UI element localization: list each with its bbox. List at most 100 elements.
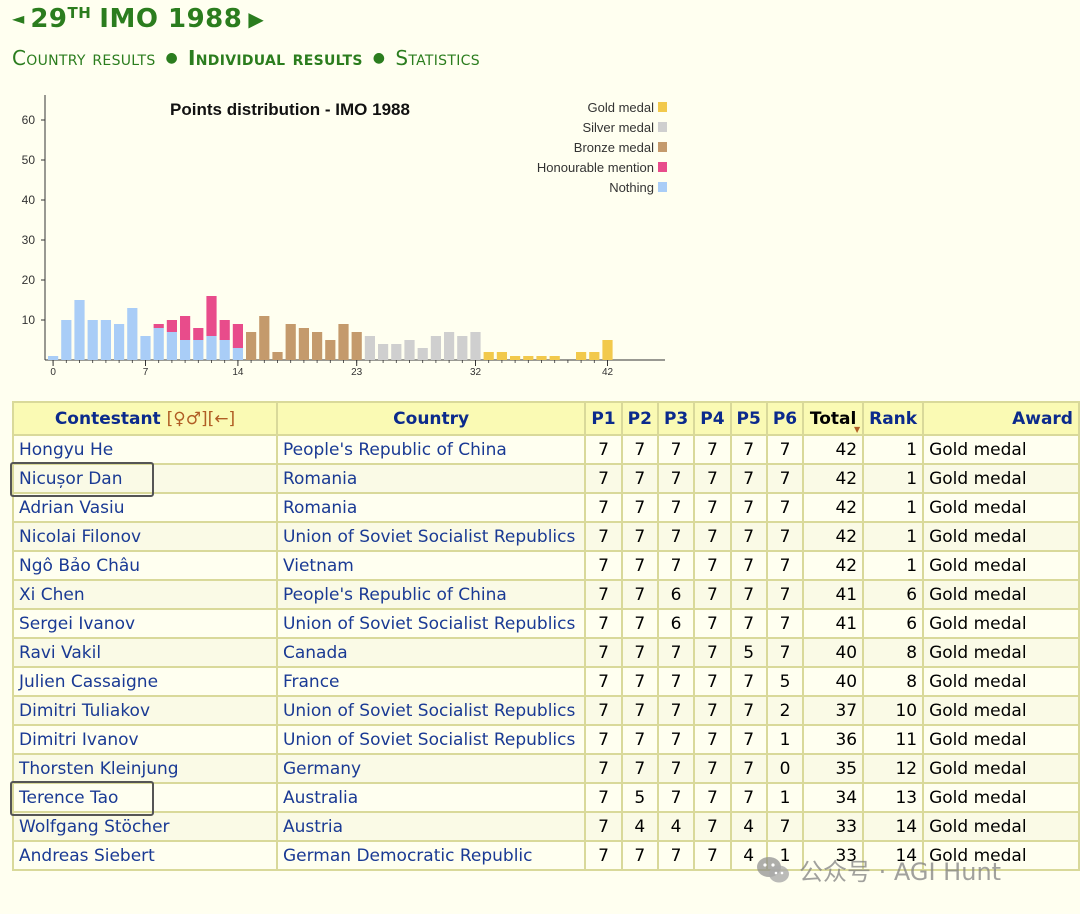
x-tick-label: 42 bbox=[602, 367, 614, 378]
female-filter-icon[interactable]: ♀ bbox=[173, 408, 186, 429]
total-score: 42 bbox=[802, 434, 865, 465]
p4-column-header[interactable]: P4 bbox=[693, 401, 732, 436]
problem-4-score: 7 bbox=[693, 608, 732, 639]
contestant-name-link[interactable]: Xi Chen bbox=[12, 579, 278, 610]
problem-1-score: 7 bbox=[584, 463, 623, 494]
total-column-header[interactable]: Total ▼ bbox=[802, 401, 865, 436]
individual-results-table: Contestant [♀♂][←] Country P1 P2 P3 P4 P… bbox=[12, 401, 1080, 871]
problem-5-score: 7 bbox=[729, 579, 768, 610]
problem-1-score: 7 bbox=[584, 637, 623, 668]
contestant-name-link[interactable]: Dimitri Ivanov bbox=[12, 724, 278, 755]
total-score: 42 bbox=[802, 521, 865, 552]
contestant-name-link[interactable]: Julien Cassaigne bbox=[12, 666, 278, 697]
bar-gold-medal bbox=[536, 356, 547, 360]
rank-value: 6 bbox=[862, 579, 925, 610]
problem-1-score: 7 bbox=[584, 521, 623, 552]
contestant-name-link[interactable]: Nicolai Filonov bbox=[12, 521, 278, 552]
y-tick-label: 30 bbox=[22, 233, 36, 247]
problem-3-score: 7 bbox=[656, 782, 696, 813]
next-imo-arrow-icon[interactable]: ▶ bbox=[248, 7, 264, 31]
table-row: Nicolai Filonov Union of Soviet Socialist… bbox=[12, 521, 1080, 552]
problem-6-score: 7 bbox=[765, 579, 805, 610]
bar-nothing bbox=[206, 336, 217, 360]
country-link[interactable]: People's Republic of China bbox=[275, 434, 587, 465]
award-value: Gold medal bbox=[922, 550, 1080, 581]
award-value: Gold medal bbox=[922, 608, 1080, 639]
total-score: 40 bbox=[802, 637, 865, 668]
country-link[interactable]: Vietnam bbox=[275, 550, 587, 581]
name-order-arrow-icon[interactable]: ← bbox=[214, 408, 229, 429]
bar-bronze-medal bbox=[325, 340, 336, 360]
contestant-name-link[interactable]: Dimitri Tuliakov bbox=[12, 695, 278, 726]
country-link[interactable]: Australia bbox=[275, 782, 587, 813]
statistics-link[interactable]: Statistics bbox=[395, 46, 480, 70]
award-value: Gold medal bbox=[922, 695, 1080, 726]
p5-column-header[interactable]: P5 bbox=[729, 401, 768, 436]
contestant-name-link[interactable]: Terence Tao bbox=[12, 782, 278, 813]
table-row: Ravi Vakil Canada 7 7 7 7 5 7 40 8 Gold medal bbox=[12, 637, 1080, 668]
award-column-header[interactable]: Award bbox=[922, 401, 1080, 436]
country-link[interactable]: Union of Soviet Socialist Republics bbox=[275, 521, 587, 552]
country-link[interactable]: Germany bbox=[275, 753, 587, 784]
problem-6-score: 7 bbox=[765, 434, 805, 465]
problem-6-score: 1 bbox=[765, 724, 805, 755]
problem-6-score: 7 bbox=[765, 492, 805, 523]
problem-4-score: 7 bbox=[693, 579, 732, 610]
country-column-header[interactable]: Country bbox=[275, 401, 587, 436]
country-results-link[interactable]: Country results bbox=[12, 46, 156, 70]
y-tick-label: 10 bbox=[22, 313, 36, 327]
previous-imo-arrow-icon[interactable]: ◄ bbox=[12, 9, 25, 28]
contestant-column-header[interactable]: Contestant [♀♂][←] bbox=[12, 401, 278, 436]
country-link[interactable]: Union of Soviet Socialist Republics bbox=[275, 695, 587, 726]
contestant-name-link[interactable]: Ravi Vakil bbox=[12, 637, 278, 668]
p6-column-header[interactable]: P6 bbox=[765, 401, 805, 436]
bar-honourable-mention bbox=[193, 328, 204, 340]
problem-5-score: 7 bbox=[729, 724, 768, 755]
problem-6-score: 5 bbox=[765, 666, 805, 697]
country-link[interactable]: Romania bbox=[275, 492, 587, 523]
rank-value: 12 bbox=[862, 753, 925, 784]
x-tick-label: 14 bbox=[232, 367, 244, 378]
contestant-header-label[interactable]: Contestant bbox=[54, 408, 161, 429]
p3-column-header[interactable]: P3 bbox=[656, 401, 696, 436]
problem-2-score: 7 bbox=[620, 608, 659, 639]
contestant-name-link[interactable]: Sergei Ivanov bbox=[12, 608, 278, 639]
individual-results-link[interactable]: Individual results bbox=[188, 46, 363, 70]
problem-5-score: 7 bbox=[729, 550, 768, 581]
contestant-name-link[interactable]: Wolfgang Stöcher bbox=[12, 811, 278, 842]
country-link[interactable]: France bbox=[275, 666, 587, 697]
country-link[interactable]: German Democratic Republic bbox=[275, 840, 587, 871]
bar-nothing bbox=[193, 340, 204, 360]
contestant-name-link[interactable]: Thorsten Kleinjung bbox=[12, 753, 278, 784]
table-row: Dimitri Tuliakov Union of Soviet Socialis… bbox=[12, 695, 1080, 726]
country-link[interactable]: Union of Soviet Socialist Republics bbox=[275, 724, 587, 755]
y-tick-label: 60 bbox=[22, 113, 36, 127]
problem-4-score: 7 bbox=[693, 550, 732, 581]
country-link[interactable]: People's Republic of China bbox=[275, 579, 587, 610]
problem-5-score: 7 bbox=[729, 666, 768, 697]
problem-1-score: 7 bbox=[584, 724, 623, 755]
award-value: Gold medal bbox=[922, 666, 1080, 697]
country-link[interactable]: Austria bbox=[275, 811, 587, 842]
award-value: Gold medal bbox=[922, 434, 1080, 465]
contestant-name-link[interactable]: Ngô Bảo Châu bbox=[12, 550, 278, 581]
legend-swatch bbox=[658, 102, 667, 112]
rank-value: 14 bbox=[862, 840, 925, 871]
x-tick-label: 32 bbox=[470, 367, 482, 378]
country-link[interactable]: Romania bbox=[275, 463, 587, 494]
contestant-name-link[interactable]: Andreas Siebert bbox=[12, 840, 278, 871]
country-link[interactable]: Union of Soviet Socialist Republics bbox=[275, 608, 587, 639]
male-filter-icon[interactable]: ♂ bbox=[185, 408, 201, 429]
contestant-name-link[interactable]: Nicușor Dan bbox=[12, 463, 278, 494]
contestant-name-link[interactable]: Hongyu He bbox=[12, 434, 278, 465]
total-header-label[interactable]: Total bbox=[809, 408, 857, 429]
contestant-name-link[interactable]: Adrian Vasiu bbox=[12, 492, 278, 523]
p1-column-header[interactable]: P1 bbox=[584, 401, 623, 436]
legend-swatch bbox=[658, 122, 667, 132]
problem-1-score: 7 bbox=[584, 753, 623, 784]
rank-column-header[interactable]: Rank bbox=[862, 401, 925, 436]
p2-column-header[interactable]: P2 bbox=[620, 401, 659, 436]
country-link[interactable]: Canada bbox=[275, 637, 587, 668]
total-score: 37 bbox=[802, 695, 865, 726]
table-row: Nicușor Dan Romania 7 7 7 7 7 7 42 1 Gold medal bbox=[12, 463, 1080, 494]
